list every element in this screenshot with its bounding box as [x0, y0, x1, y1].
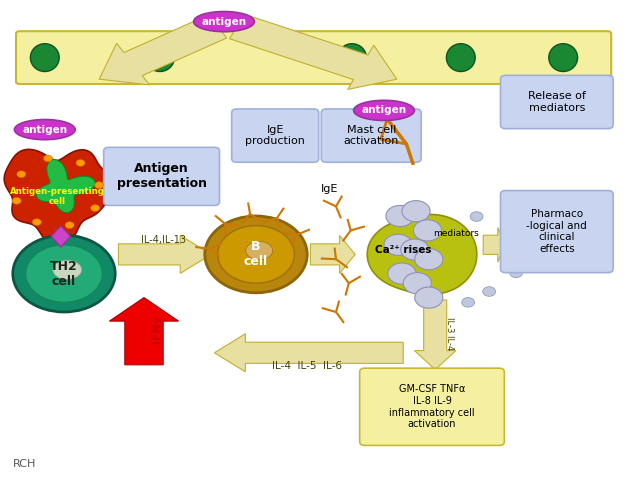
Circle shape [205, 216, 307, 293]
Circle shape [509, 268, 522, 277]
Text: Mast cell
activation: Mast cell activation [344, 125, 399, 146]
Text: antigen: antigen [202, 17, 246, 26]
Polygon shape [118, 235, 211, 274]
Circle shape [33, 219, 42, 226]
Ellipse shape [354, 100, 415, 120]
Circle shape [91, 204, 100, 211]
Circle shape [65, 222, 74, 228]
Circle shape [470, 212, 483, 221]
Ellipse shape [447, 44, 475, 72]
Circle shape [12, 197, 21, 204]
Polygon shape [483, 228, 506, 262]
Text: Antigen-presenting
cell: Antigen-presenting cell [10, 187, 105, 206]
Text: Pharmaco
-logical and
clinical
effects: Pharmaco -logical and clinical effects [527, 209, 587, 254]
Circle shape [415, 249, 443, 270]
Ellipse shape [31, 44, 60, 72]
Circle shape [13, 235, 115, 312]
Circle shape [413, 220, 442, 241]
Circle shape [401, 239, 429, 260]
Circle shape [402, 201, 430, 222]
Polygon shape [51, 226, 70, 247]
Text: IgE
production: IgE production [245, 125, 305, 146]
Text: IL-4,IL-13: IL-4,IL-13 [141, 235, 186, 245]
Polygon shape [99, 15, 227, 85]
FancyBboxPatch shape [232, 109, 319, 162]
Text: IL-3 IL-4: IL-3 IL-4 [445, 317, 454, 350]
Circle shape [76, 159, 85, 166]
Text: IL-4  IL-5  IL-6: IL-4 IL-5 IL-6 [272, 361, 342, 371]
Circle shape [461, 298, 474, 307]
Text: Ca²⁺ rises: Ca²⁺ rises [375, 245, 431, 254]
Polygon shape [36, 160, 95, 213]
Polygon shape [214, 334, 403, 372]
Polygon shape [310, 235, 355, 274]
Text: GM-CSF TNFα
IL-8 IL-9
inflammatory cell
activation: GM-CSF TNFα IL-8 IL-9 inflammatory cell … [389, 384, 475, 429]
Polygon shape [415, 300, 456, 370]
Ellipse shape [15, 120, 76, 140]
FancyBboxPatch shape [500, 191, 613, 273]
FancyBboxPatch shape [360, 368, 504, 445]
Circle shape [17, 171, 26, 178]
FancyBboxPatch shape [500, 75, 613, 129]
Circle shape [403, 273, 431, 294]
FancyBboxPatch shape [104, 147, 220, 205]
Polygon shape [109, 298, 179, 365]
Polygon shape [367, 215, 477, 294]
Text: B
cell: B cell [244, 240, 268, 268]
Ellipse shape [338, 44, 367, 72]
Polygon shape [4, 149, 117, 247]
Text: mediators: mediators [433, 228, 479, 238]
Text: antigen: antigen [22, 125, 67, 134]
Ellipse shape [53, 260, 82, 279]
FancyBboxPatch shape [16, 31, 611, 84]
Circle shape [483, 287, 495, 296]
Circle shape [506, 225, 519, 235]
Text: IFNγ: IFNγ [152, 314, 163, 343]
Circle shape [44, 155, 52, 162]
Polygon shape [230, 14, 397, 89]
Ellipse shape [146, 44, 174, 72]
Text: IgE: IgE [321, 184, 339, 194]
Circle shape [386, 205, 414, 227]
Text: RCH: RCH [13, 459, 36, 469]
Circle shape [506, 250, 519, 259]
Circle shape [95, 182, 104, 189]
Ellipse shape [246, 241, 273, 260]
Text: Release of
mediators: Release of mediators [528, 91, 586, 113]
Circle shape [384, 234, 412, 255]
Text: TH2
cell: TH2 cell [50, 260, 78, 288]
Ellipse shape [549, 44, 578, 72]
Text: Antigen
presentation: Antigen presentation [116, 162, 207, 191]
Circle shape [415, 287, 443, 308]
Circle shape [388, 263, 416, 284]
Circle shape [26, 245, 102, 302]
Ellipse shape [193, 12, 255, 32]
FancyBboxPatch shape [321, 109, 421, 162]
Text: antigen: antigen [362, 106, 406, 115]
Circle shape [218, 226, 294, 283]
